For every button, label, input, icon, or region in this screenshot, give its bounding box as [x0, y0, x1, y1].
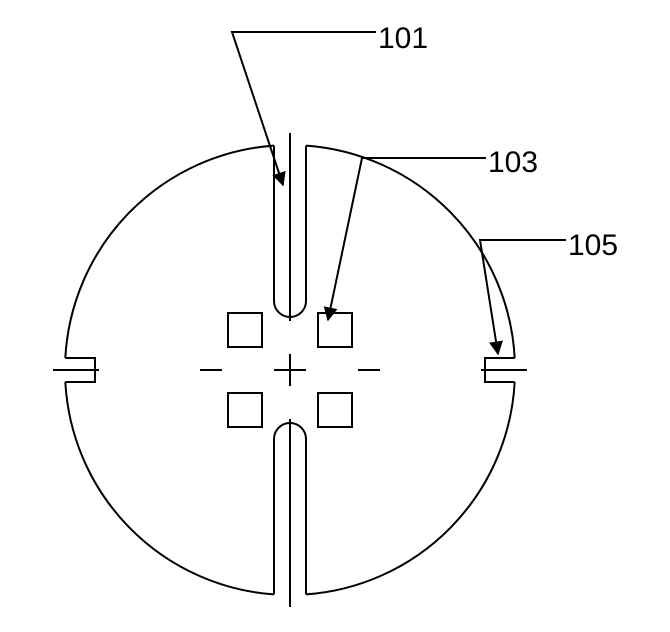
svg-text:105: 105 [568, 229, 618, 262]
svg-text:103: 103 [488, 146, 538, 179]
svg-text:101: 101 [378, 22, 428, 55]
